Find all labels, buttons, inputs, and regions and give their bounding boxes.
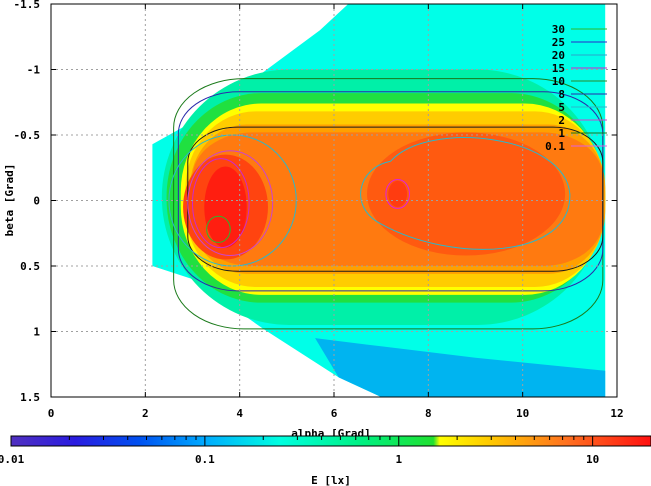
contour-line-right-5 xyxy=(360,137,571,250)
y-axis-label: beta [Grad] xyxy=(3,164,16,237)
field-peak-right xyxy=(367,132,566,256)
grid xyxy=(51,4,617,397)
legend-label: 20 xyxy=(552,49,565,62)
x-tick-label: 12 xyxy=(610,407,623,420)
y-tick-label: -1 xyxy=(27,64,41,77)
x-tick-label: 4 xyxy=(236,407,243,420)
x-tick-label: 6 xyxy=(331,407,338,420)
contour-line-right-8 xyxy=(385,179,410,209)
field-peak-left-core xyxy=(204,166,247,248)
legend-label: 1 xyxy=(558,127,565,140)
y-tick-label: 1 xyxy=(33,326,40,339)
colorbar-label: E [lx] xyxy=(311,474,351,486)
legend-label: 8 xyxy=(558,88,565,101)
legend-label: 25 xyxy=(552,36,565,49)
y-axis-ticks: -1.5 -1 -0.5 0 0.5 1 1.5 xyxy=(14,0,617,404)
legend-label: 15 xyxy=(552,62,565,75)
colorbar-ticks: 0.01 0.1 1 10 xyxy=(0,436,651,466)
legend-label: 10 xyxy=(552,75,565,88)
heatmap-field xyxy=(152,4,606,397)
contour-line-left-15 xyxy=(206,215,231,243)
colorbar-tick-label: 0.01 xyxy=(0,453,25,466)
colorbar-tick-label: 1 xyxy=(395,453,402,466)
x-tick-label: 2 xyxy=(142,407,149,420)
contour-line-left-8 xyxy=(187,150,274,257)
y-tick-label: -1.5 xyxy=(14,0,41,11)
y-tick-label: 1.5 xyxy=(20,391,40,404)
y-tick-label: 0 xyxy=(33,195,40,208)
x-axis-ticks: 0 2 4 6 8 10 12 xyxy=(48,4,624,420)
y-tick-label: -0.5 xyxy=(14,129,41,142)
contour-line-left-10 xyxy=(192,158,250,249)
x-tick-label: 10 xyxy=(516,407,529,420)
legend-label: 5 xyxy=(558,101,565,114)
field-low-region xyxy=(315,338,606,397)
y-tick-label: 0.5 xyxy=(20,260,40,273)
legend-label: 0.1 xyxy=(545,140,565,153)
x-tick-label: 8 xyxy=(425,407,432,420)
colorbar-tick-label: 0.1 xyxy=(195,453,215,466)
x-tick-label: 0 xyxy=(48,407,55,420)
colorbar-tick-label: 10 xyxy=(586,453,599,466)
legend-label: 2 xyxy=(558,114,565,127)
field-peak-right-core xyxy=(388,180,408,208)
colorbar xyxy=(10,435,651,447)
legend-label: 30 xyxy=(552,23,565,36)
